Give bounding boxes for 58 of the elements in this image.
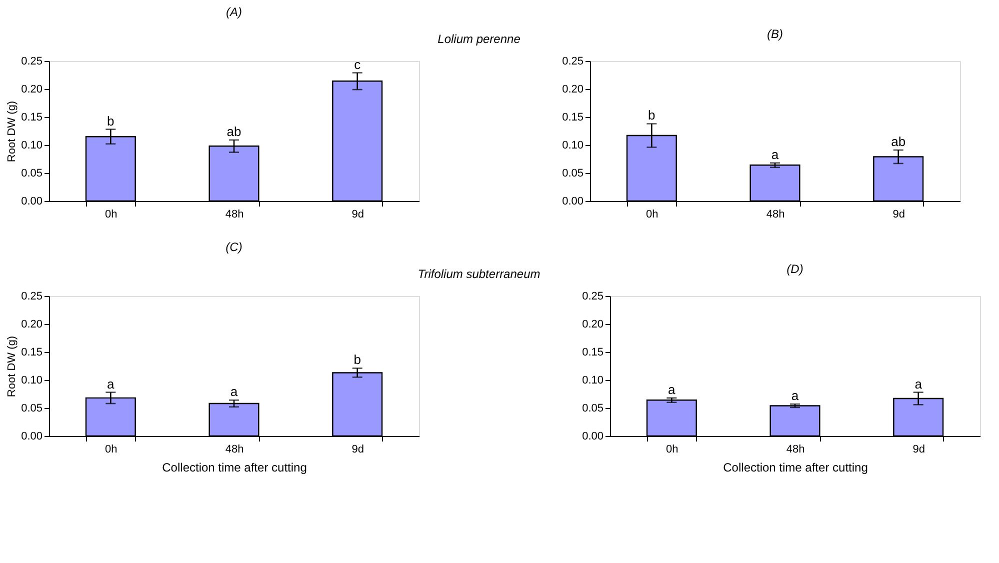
y-tick-label: 0.05 (21, 168, 42, 180)
y-tick-label: 0.00 (21, 430, 42, 442)
x-tick-label: 48h (225, 444, 244, 456)
annotation: a (914, 376, 923, 392)
text: Trifolium subterraneum (418, 267, 540, 281)
y-tick-label: 0.10 (582, 374, 604, 386)
annotation: a (230, 384, 238, 400)
chart-title: (A) (226, 5, 242, 19)
y-axis-title: Root DW (g) (6, 100, 18, 162)
y-tick-label: 0.00 (582, 430, 604, 442)
y-tick-label: 0.20 (21, 84, 42, 96)
annotation: c (354, 56, 362, 72)
y-tick-label: 0.15 (562, 112, 584, 124)
chart-title: (B) (767, 27, 783, 41)
annotation: b (107, 113, 114, 128)
text: Lolium perenne (438, 32, 521, 46)
x-axis-title: Collection time after cutting (162, 460, 307, 474)
x-tick-label: 9d (352, 444, 364, 456)
chart-title: (C) (226, 240, 242, 254)
y-tick-label: 0.25 (21, 290, 42, 302)
annotation: a (771, 146, 780, 162)
annotation: b (648, 108, 656, 123)
y-tick-label: 0.05 (582, 402, 604, 414)
y-tick-label: 0.05 (562, 168, 584, 180)
y-tick-label: 0.10 (21, 140, 42, 152)
x-tick-label: 9d (892, 208, 905, 220)
y-tick-label: 0.25 (562, 56, 584, 68)
y-tick-label: 0.15 (582, 346, 604, 358)
y-axis-title: Root DW (g) (6, 336, 18, 398)
y-tick-label: 0.20 (582, 318, 604, 330)
x-tick-label: 48h (766, 208, 785, 220)
y-tick-label: 0.20 (562, 84, 584, 96)
y-tick-label: 0.20 (21, 318, 42, 330)
annotation: ab (226, 124, 242, 139)
x-tick-label: 9d (912, 444, 925, 456)
annotation: b (354, 352, 361, 368)
y-tick-label: 0.00 (21, 196, 42, 208)
y-tick-label: 0.10 (21, 374, 42, 386)
x-tick-label: 0h (646, 208, 658, 220)
x-axis-title: Collection time after cutting (723, 460, 868, 474)
annotation: a (668, 382, 676, 397)
x-tick-label: 0h (105, 444, 118, 456)
x-tick-label: 0h (666, 444, 678, 456)
y-tick-label: 0.15 (21, 346, 42, 358)
y-tick-label: 0.15 (21, 112, 42, 124)
y-tick-label: 0.10 (562, 140, 584, 152)
x-tick-label: 48h (786, 444, 805, 456)
y-tick-label: 0.25 (582, 290, 604, 302)
annotation: a (107, 376, 116, 392)
annotation: a (791, 388, 800, 404)
y-tick-label: 0.25 (21, 56, 42, 68)
annotation: ab (891, 134, 906, 150)
chart-title: (D) (786, 262, 804, 276)
x-tick-label: 0h (105, 208, 118, 220)
y-tick-label: 0.00 (562, 196, 584, 208)
x-tick-label: 9d (352, 208, 364, 220)
y-tick-label: 0.05 (21, 402, 42, 414)
x-tick-label: 48h (225, 208, 244, 220)
